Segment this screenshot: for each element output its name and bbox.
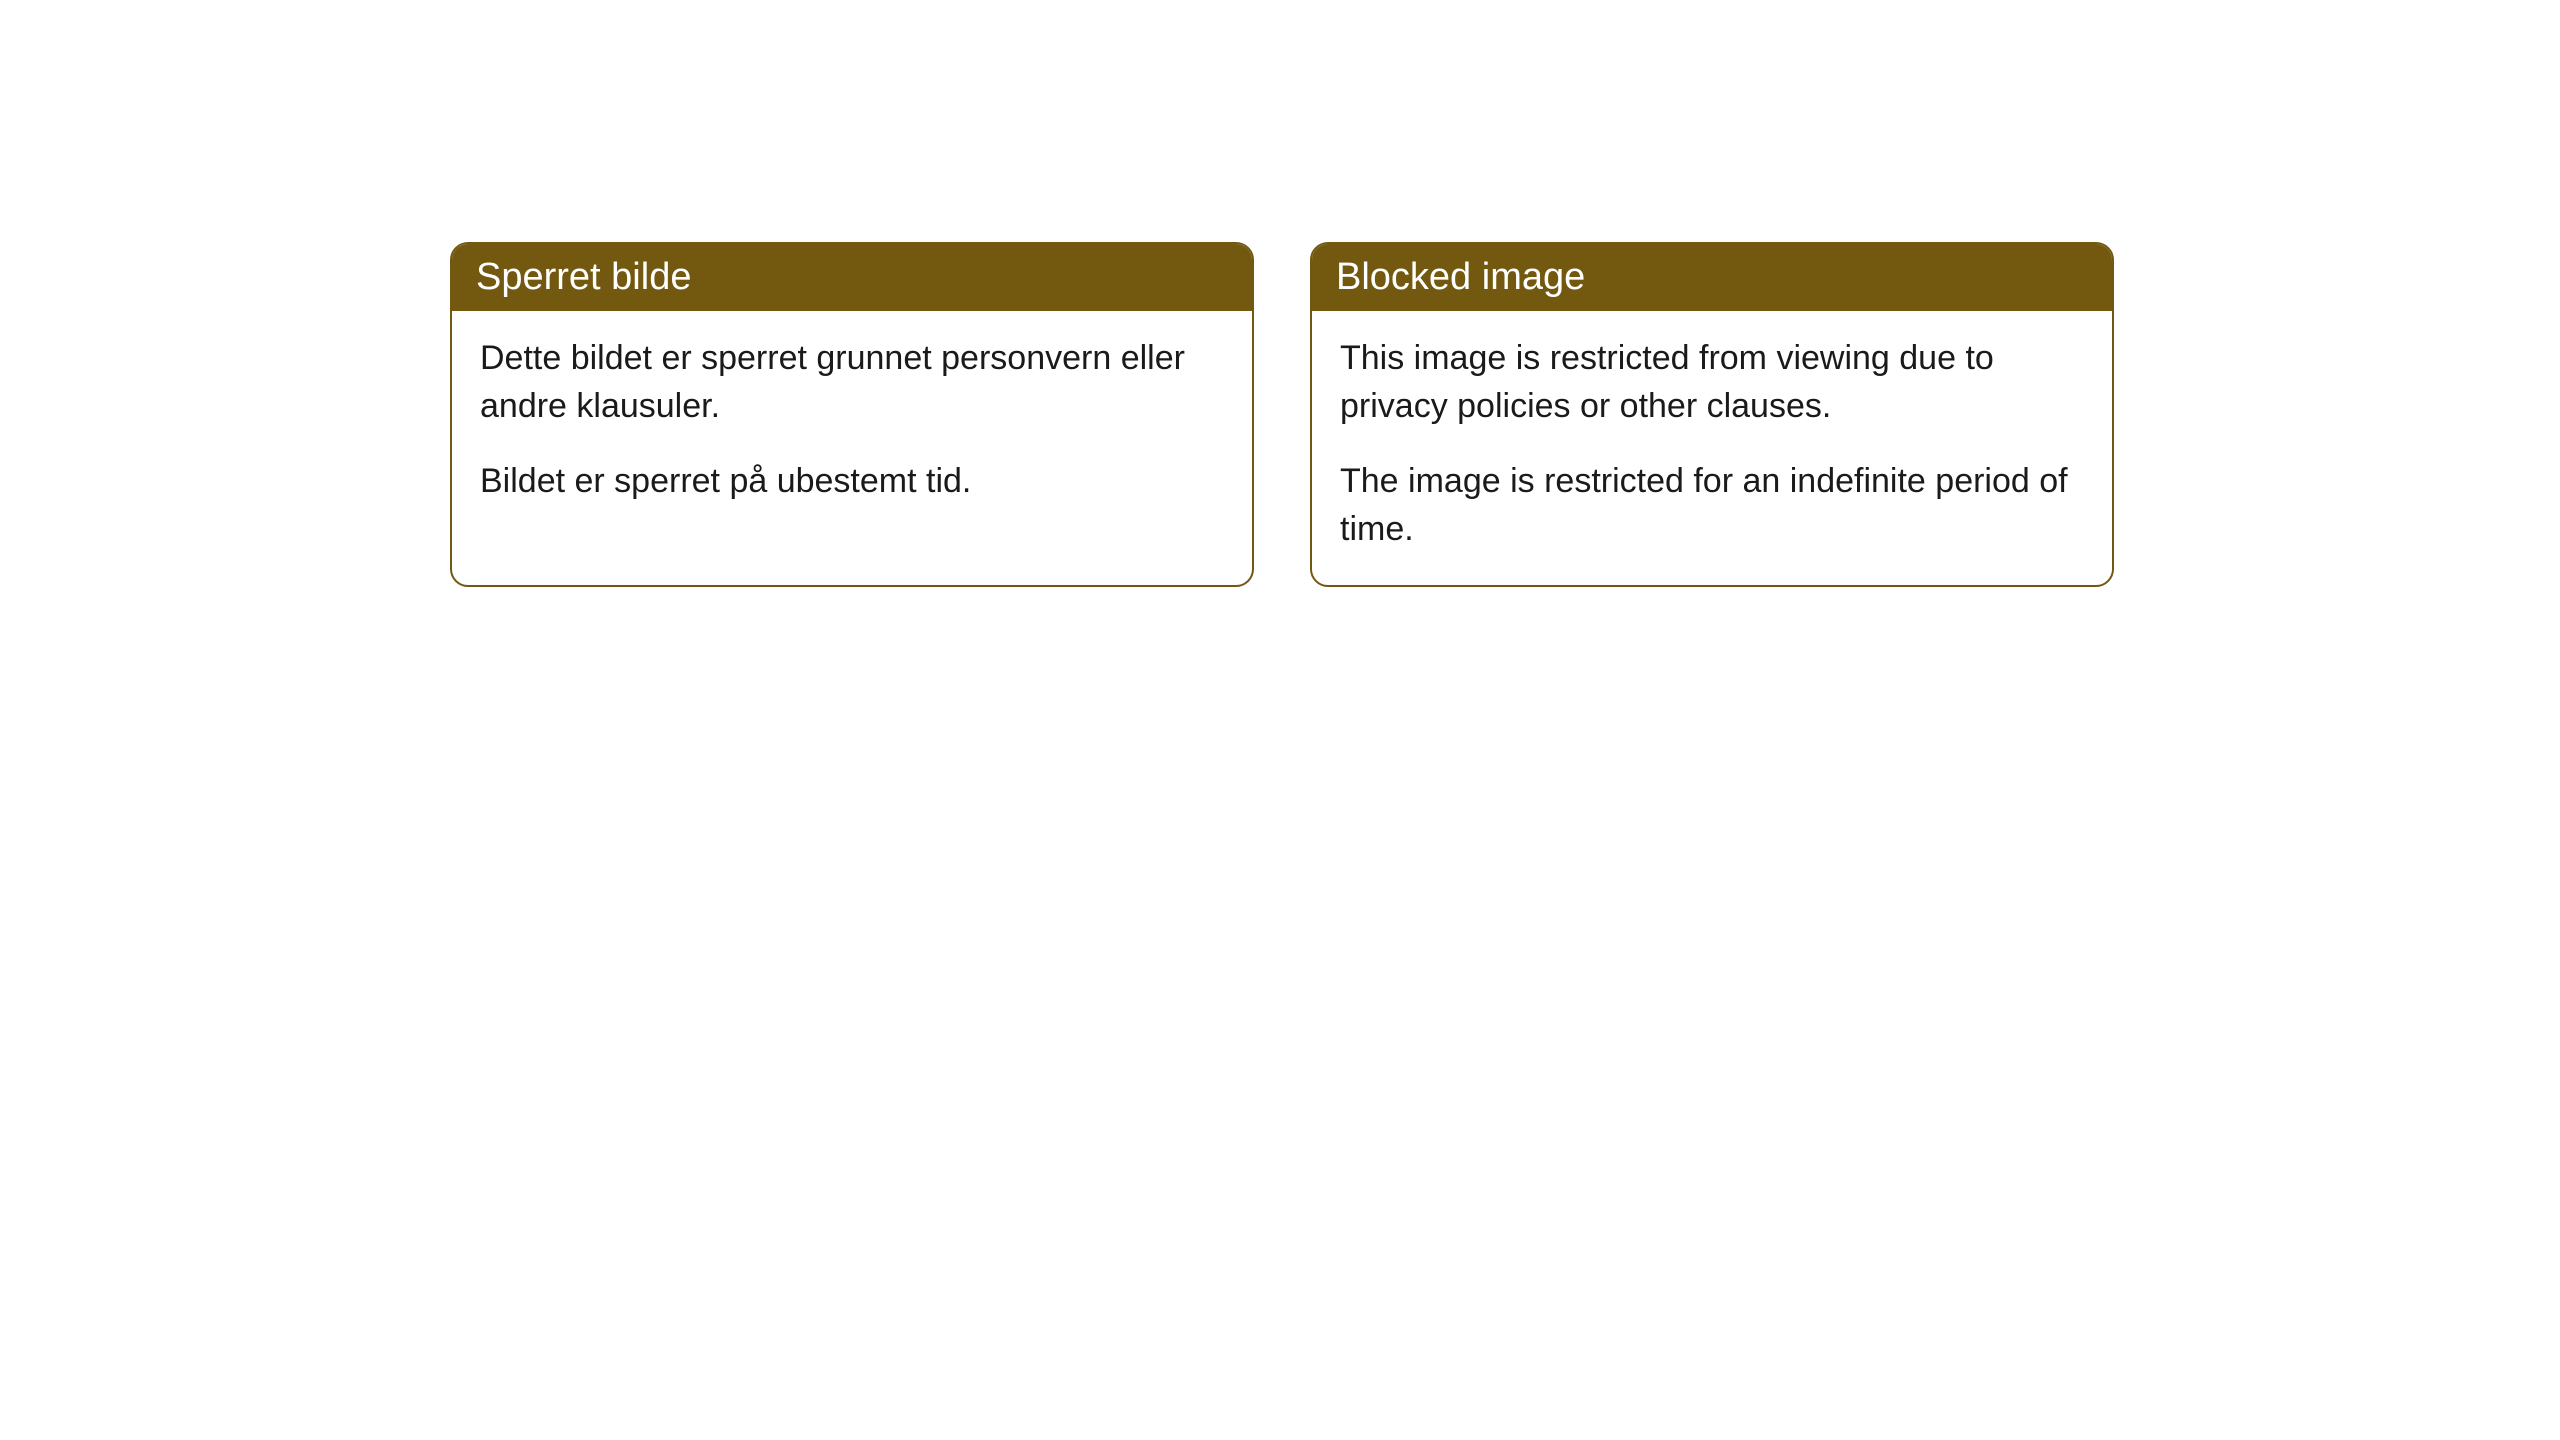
card-body-english: This image is restricted from viewing du… — [1312, 311, 2112, 585]
card-body-norwegian: Dette bildet er sperret grunnet personve… — [452, 311, 1252, 538]
card-paragraph: The image is restricted for an indefinit… — [1340, 458, 2084, 553]
card-title: Blocked image — [1336, 256, 1585, 298]
notice-card-norwegian: Sperret bilde Dette bildet er sperret gr… — [450, 242, 1254, 587]
card-title: Sperret bilde — [476, 256, 691, 298]
card-header-english: Blocked image — [1312, 244, 2112, 311]
card-paragraph: Dette bildet er sperret grunnet personve… — [480, 335, 1224, 430]
card-header-norwegian: Sperret bilde — [452, 244, 1252, 311]
card-paragraph: Bildet er sperret på ubestemt tid. — [480, 458, 1224, 506]
card-paragraph: This image is restricted from viewing du… — [1340, 335, 2084, 430]
notice-card-english: Blocked image This image is restricted f… — [1310, 242, 2114, 587]
notice-cards-container: Sperret bilde Dette bildet er sperret gr… — [450, 242, 2114, 587]
